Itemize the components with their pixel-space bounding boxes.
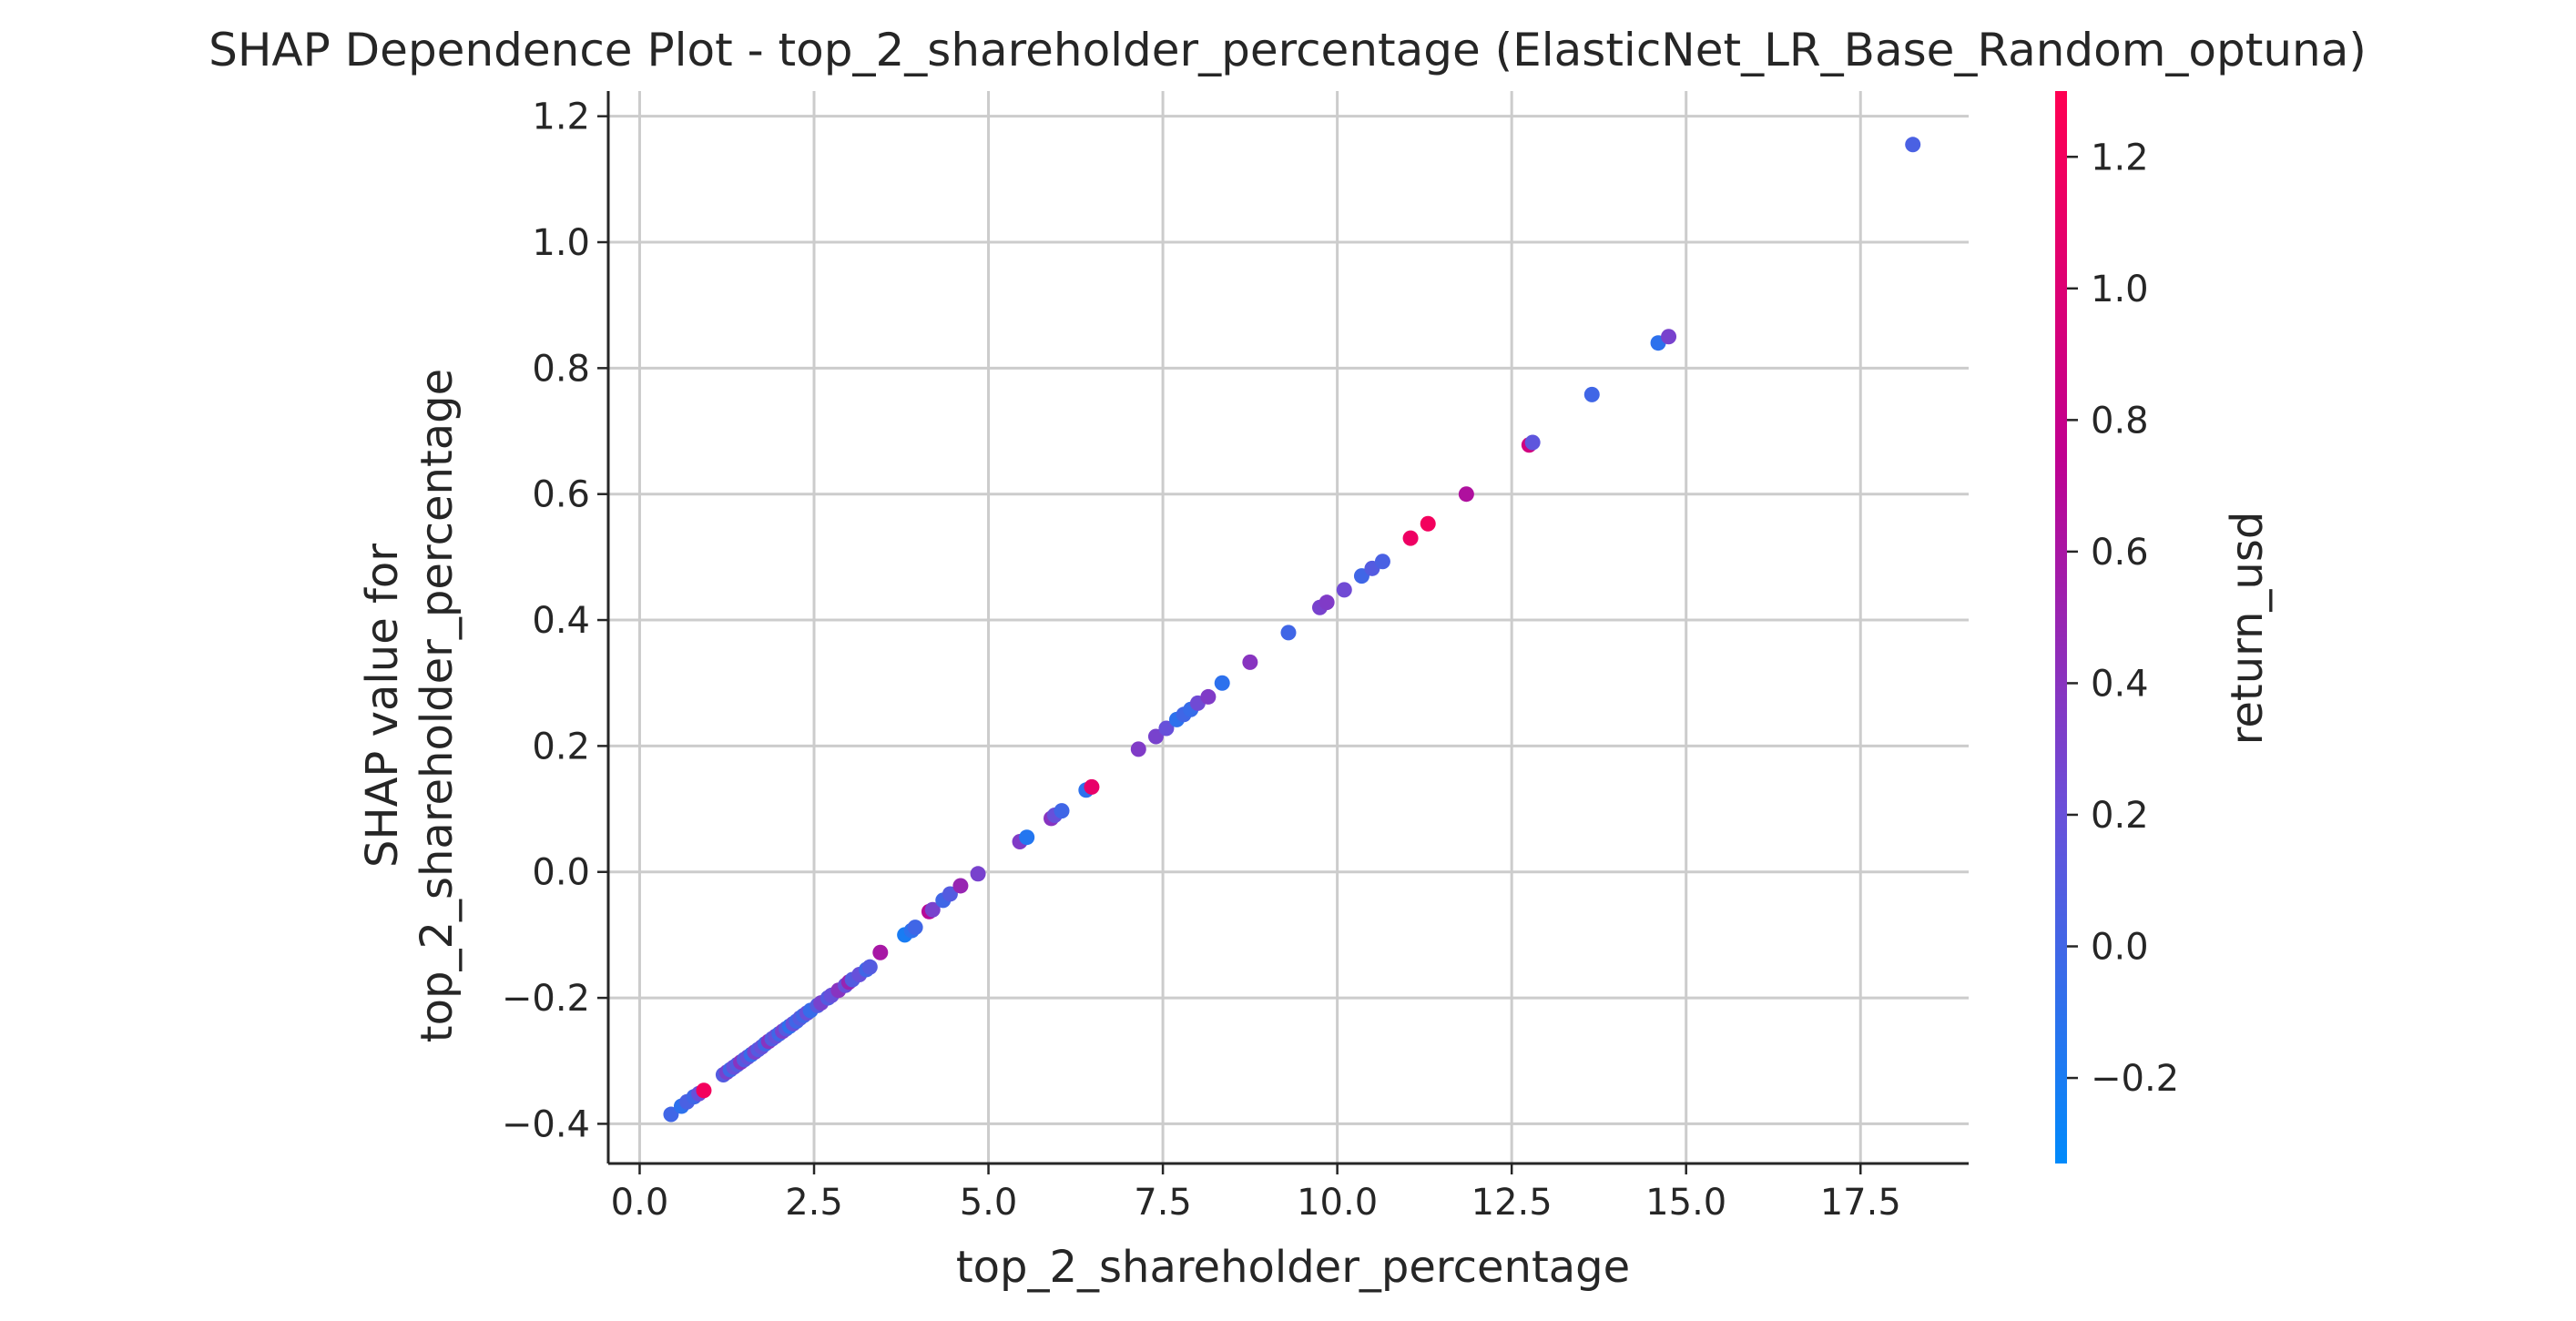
data-point — [1130, 741, 1146, 757]
x-tick-label: 2.5 — [785, 1182, 843, 1224]
data-point — [1147, 728, 1164, 745]
x-tick-label: 12.5 — [1471, 1182, 1553, 1224]
x-tick-label: 5.0 — [960, 1182, 1018, 1224]
y-tick-label: 0.6 — [532, 474, 590, 516]
y-tick-label: 0.2 — [532, 726, 590, 767]
colorbar-label: return_usd — [2222, 512, 2273, 746]
data-point — [1158, 720, 1175, 737]
data-points — [663, 137, 1921, 1123]
data-point — [696, 1082, 712, 1099]
axes: 0.0 2.5 5.0 7.5 10.0 12.5 15.0 17.5 −0.4 −0.2 0.0 0… — [502, 91, 1969, 1224]
data-point — [1319, 594, 1335, 611]
y-tick-label: 1.0 — [532, 222, 590, 264]
y-tick-label: 1.2 — [532, 97, 590, 138]
data-point — [1336, 582, 1352, 598]
grid — [608, 91, 1969, 1163]
colorbar-tick-label: 1.2 — [2091, 137, 2149, 178]
colorbar-ticks: −0.2 0.0 0.2 0.4 0.6 0.8 1.0 1.2 — [2067, 137, 2179, 1100]
y-axis-label: SHAP value for top_2_shareholder_percent… — [357, 369, 463, 1042]
y-tick-label: 0.8 — [532, 348, 590, 390]
y-tick-label: 0.0 — [532, 852, 590, 894]
colorbar-tick-label: −0.2 — [2091, 1058, 2179, 1100]
data-point — [970, 866, 986, 882]
x-tick-label: 17.5 — [1820, 1182, 1901, 1224]
data-point — [1242, 654, 1258, 670]
data-point — [924, 901, 941, 918]
data-point — [1054, 803, 1070, 819]
colorbar-tick-label: 0.0 — [2091, 927, 2149, 969]
data-point — [942, 886, 958, 902]
y-axis-label-line2: top_2_shareholder_percentage — [412, 369, 463, 1042]
data-point — [1402, 530, 1419, 546]
x-tick-label: 7.5 — [1134, 1182, 1192, 1224]
data-point — [907, 920, 923, 936]
x-tick-label: 15.0 — [1645, 1182, 1726, 1224]
chart-title: SHAP Dependence Plot - top_2_shareholder… — [209, 24, 2367, 76]
data-point — [1661, 329, 1677, 345]
data-point — [1200, 688, 1217, 705]
data-point — [1905, 137, 1921, 153]
x-tick-label: 0.0 — [611, 1182, 669, 1224]
data-point — [663, 1106, 679, 1123]
y-tick-label: −0.4 — [502, 1103, 590, 1145]
data-point — [1420, 515, 1436, 532]
colorbar-tick-label: 0.6 — [2091, 532, 2149, 574]
colorbar-tick-label: 0.8 — [2091, 400, 2149, 442]
x-axis-label: top_2_shareholder_percentage — [956, 1242, 1630, 1293]
data-point — [872, 944, 889, 960]
data-point — [1583, 386, 1600, 402]
y-tick-label: −0.2 — [502, 978, 590, 1020]
y-axis-label-line1: SHAP value for — [357, 544, 408, 868]
colorbar-tick-label: 0.2 — [2091, 795, 2149, 837]
y-tick-label: 0.4 — [532, 600, 590, 642]
x-tick-label: 10.0 — [1297, 1182, 1378, 1224]
data-point — [861, 959, 878, 975]
data-point — [1214, 675, 1230, 691]
data-point — [1374, 554, 1390, 570]
colorbar-tick-label: 0.4 — [2091, 663, 2149, 705]
data-point — [1458, 486, 1474, 503]
data-point — [1019, 829, 1035, 846]
data-point — [1280, 625, 1297, 641]
colorbar-tick-label: 1.0 — [2091, 269, 2149, 310]
data-point — [952, 878, 969, 894]
data-point — [1524, 434, 1541, 451]
data-point — [1084, 778, 1100, 795]
colorbar — [2055, 91, 2067, 1163]
